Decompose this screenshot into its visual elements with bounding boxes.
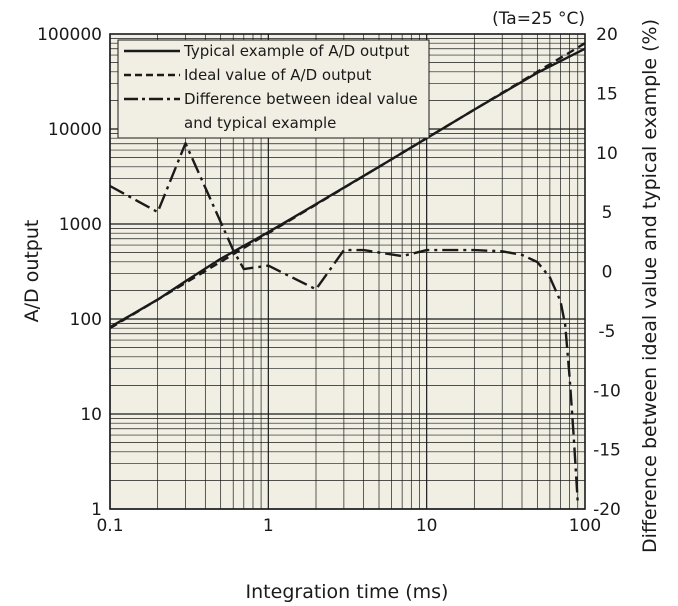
temperature-note: (Ta=25 °C) [492, 9, 585, 29]
x-axis-label: Integration time (ms) [246, 581, 449, 603]
y-axis-ticks: 1 10 100 1000 10000 100000 [37, 25, 102, 520]
legend-label-difference: Difference between ideal value and typic… [184, 90, 423, 132]
y2-axis-label: Difference between ideal value and typic… [639, 19, 661, 553]
y-tick-label: 10 [80, 405, 102, 425]
y2-tick-label: 15 [596, 84, 618, 104]
legend-label-typical: Typical example of A/D output [183, 42, 410, 60]
legend-label-difference-line2: and typical example [184, 114, 336, 132]
series-layer [109, 42, 586, 504]
y2-tick-label: 0 [602, 263, 613, 283]
series-line-1 [109, 42, 586, 330]
y2-tick-label: -20 [593, 500, 621, 520]
y2-tick-label: -15 [593, 441, 621, 461]
y2-tick-label: -5 [599, 322, 616, 342]
legend-label-ideal: Ideal value of A/D output [184, 66, 371, 84]
y2-tick-label: 5 [602, 203, 613, 223]
legend-box [117, 39, 430, 139]
x-axis-ticks: 0.1 1 10 100 [96, 516, 601, 536]
y-tick-label: 100000 [37, 25, 102, 45]
legend: Typical example of A/D output Ideal valu… [117, 39, 430, 139]
x-tick-label: 100 [569, 516, 601, 536]
x-tick-label: 0.1 [96, 516, 123, 536]
y2-tick-label: -10 [593, 381, 621, 401]
y2-tick-label: 10 [596, 144, 618, 164]
x-tick-label: 1 [263, 516, 274, 536]
series-line-2 [109, 142, 579, 504]
y-axis-label: A/D output [21, 220, 43, 323]
y-tick-label: 10000 [48, 120, 102, 140]
y2-axis-ticks: -20 -15 -10 -5 0 5 10 15 20 [593, 25, 621, 520]
plot-frame [109, 33, 586, 510]
y-tick-label: 100 [70, 310, 102, 330]
x-tick-label: 10 [416, 516, 438, 536]
y-tick-label: 1000 [59, 215, 102, 235]
y2-tick-label: 20 [596, 25, 618, 45]
legend-label-difference-line1: Difference between ideal value [184, 90, 418, 108]
y-tick-label: 1 [91, 500, 102, 520]
